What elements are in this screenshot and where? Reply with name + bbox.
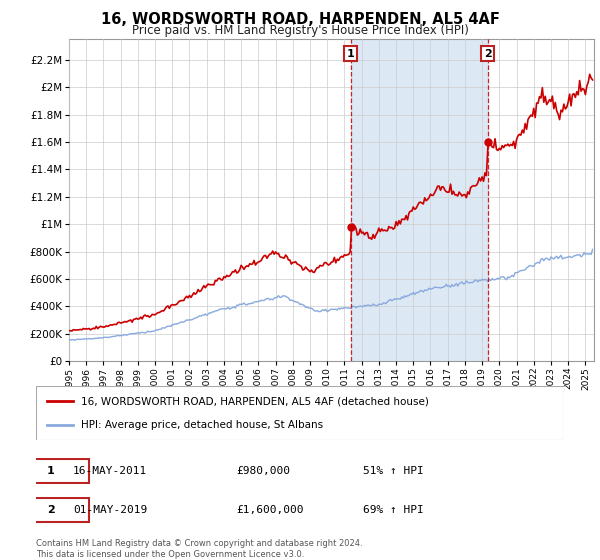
Text: 51% ↑ HPI: 51% ↑ HPI bbox=[364, 466, 424, 476]
Text: HPI: Average price, detached house, St Albans: HPI: Average price, detached house, St A… bbox=[81, 419, 323, 430]
Text: 16, WORDSWORTH ROAD, HARPENDEN, AL5 4AF: 16, WORDSWORTH ROAD, HARPENDEN, AL5 4AF bbox=[101, 12, 499, 27]
Text: 16, WORDSWORTH ROAD, HARPENDEN, AL5 4AF (detached house): 16, WORDSWORTH ROAD, HARPENDEN, AL5 4AF … bbox=[81, 396, 429, 407]
Text: £1,600,000: £1,600,000 bbox=[236, 505, 304, 515]
FancyBboxPatch shape bbox=[12, 498, 89, 522]
Text: 69% ↑ HPI: 69% ↑ HPI bbox=[364, 505, 424, 515]
Text: 2: 2 bbox=[47, 505, 55, 515]
Text: 1: 1 bbox=[347, 49, 355, 59]
FancyBboxPatch shape bbox=[12, 459, 89, 483]
Text: 16-MAY-2011: 16-MAY-2011 bbox=[73, 466, 147, 476]
Text: 2: 2 bbox=[484, 49, 491, 59]
Text: 01-MAY-2019: 01-MAY-2019 bbox=[73, 505, 147, 515]
Text: Price paid vs. HM Land Registry's House Price Index (HPI): Price paid vs. HM Land Registry's House … bbox=[131, 24, 469, 37]
FancyBboxPatch shape bbox=[36, 386, 564, 440]
Text: £980,000: £980,000 bbox=[236, 466, 290, 476]
Text: 1: 1 bbox=[47, 466, 55, 476]
Bar bbox=[351, 39, 488, 361]
Text: Contains HM Land Registry data © Crown copyright and database right 2024.
This d: Contains HM Land Registry data © Crown c… bbox=[36, 539, 362, 559]
